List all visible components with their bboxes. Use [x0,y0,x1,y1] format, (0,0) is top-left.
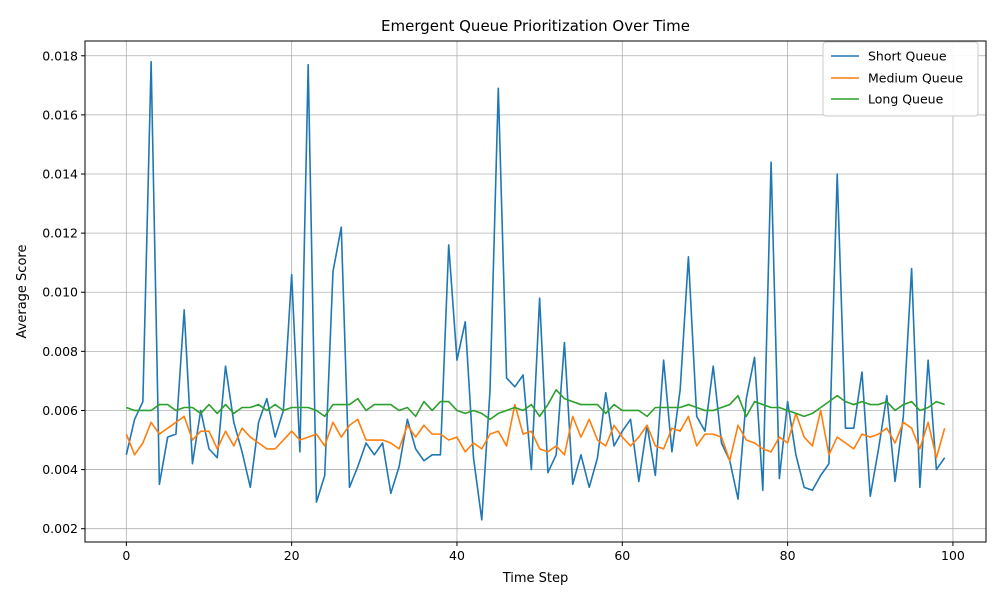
y-tick-label: 0.006 [42,403,78,418]
y-tick-label: 0.014 [42,167,78,182]
x-tick-label: 80 [780,548,796,563]
series-group [125,60,946,521]
series-line-long-queue [126,388,945,421]
y-tick-label: 0.012 [42,226,78,241]
x-axis-label: Time Step [502,571,569,586]
grid [85,41,986,542]
series-line-short-queue [125,60,946,521]
y-tick-label: 0.008 [42,344,78,359]
legend-label-short-queue: Short Queue [868,49,947,64]
x-tick-label: 20 [284,548,300,563]
y-tick-label: 0.004 [42,462,78,477]
y-axis: 0.002 0.004 0.006 0.008 0.010 0.012 0.014 0.016… [42,48,85,536]
x-tick-label: 0 [122,548,130,563]
chart-title: Emergent Queue Prioritization Over Time [381,17,690,35]
legend: Short Queue Medium Queue Long Queue [822,41,979,117]
y-tick-label: 0.010 [42,285,78,300]
x-axis: 0 20 40 60 80 100 [122,542,965,563]
legend-box [822,41,979,117]
legend-label-long-queue: Long Queue [868,92,944,107]
y-tick-label: 0.002 [42,521,78,536]
y-tick-label: 0.018 [42,48,78,63]
series-line-medium-queue [125,403,946,462]
legend-label-medium-queue: Medium Queue [868,71,963,86]
plot-frame [84,40,987,543]
y-axis-label: Average Score [15,245,30,339]
x-tick-label: 100 [941,548,965,563]
x-tick-label: 60 [614,548,630,563]
x-tick-label: 40 [449,548,465,563]
y-tick-label: 0.016 [42,107,78,122]
